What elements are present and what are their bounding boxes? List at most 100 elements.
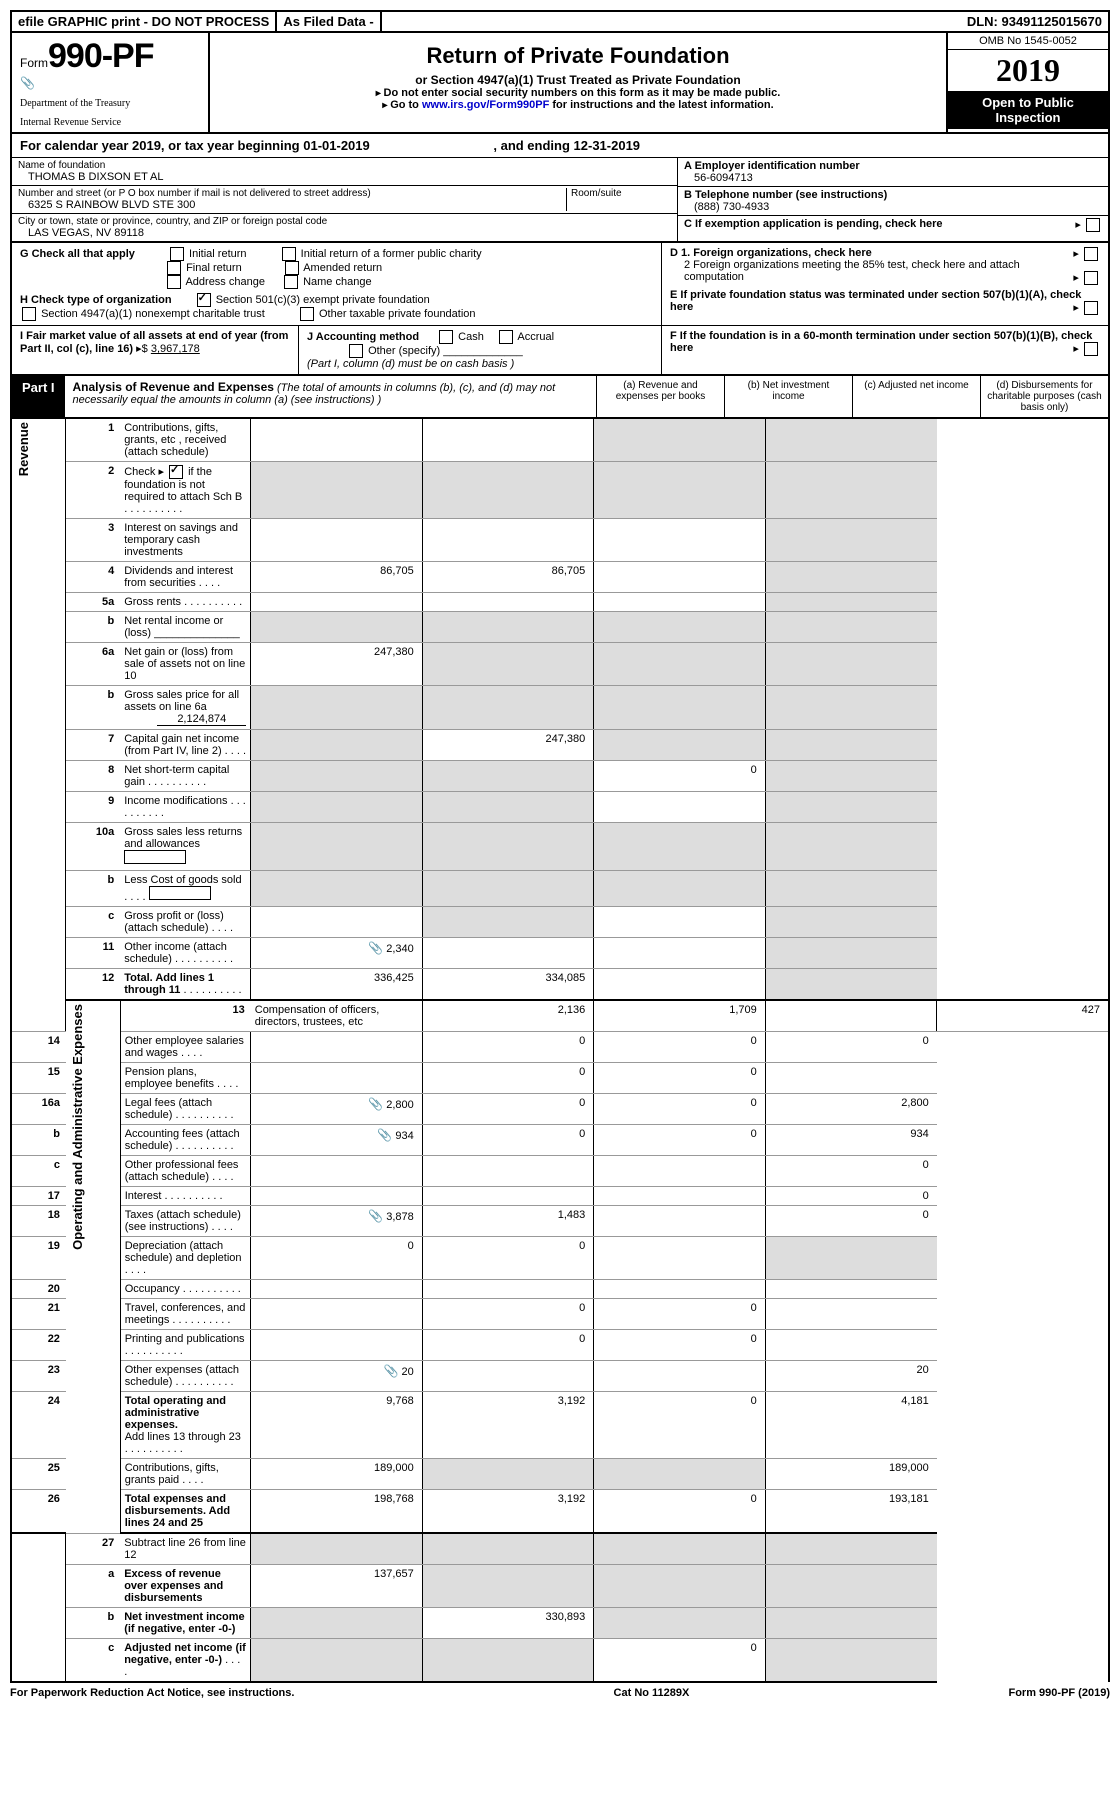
foundation-name: THOMAS B DIXSON ET AL <box>18 171 671 183</box>
exemption-checkbox[interactable] <box>1086 218 1100 232</box>
e-label: E If private foundation status was termi… <box>670 289 1081 313</box>
line23-attach-icon[interactable]: 📎 <box>383 1364 398 1378</box>
irs-link[interactable]: www.irs.gov/Form990PF <box>422 99 549 111</box>
line7-desc: Capital gain net income (from Part IV, l… <box>120 730 251 761</box>
revenue-side-label: Revenue <box>16 422 31 476</box>
line21-desc: Travel, conferences, and meetings <box>120 1299 251 1330</box>
j-note: (Part I, column (d) must be on cash basi… <box>307 358 514 370</box>
line23-desc: Other expenses (attach schedule) <box>120 1361 251 1392</box>
footer-left: For Paperwork Reduction Act Notice, see … <box>10 1687 294 1699</box>
line16a-desc: Legal fees (attach schedule) <box>120 1094 251 1125</box>
instr-goto: Go to www.irs.gov/Form990PF for instruct… <box>216 99 940 111</box>
line26-desc: Total expenses and disbursements. Add li… <box>120 1490 251 1534</box>
line1-desc: Contributions, gifts, grants, etc , rece… <box>120 419 251 462</box>
top-bar: efile GRAPHIC print - DO NOT PROCESS As … <box>10 10 1110 33</box>
city-label: City or town, state or province, country… <box>18 216 671 227</box>
g-label: G Check all that apply <box>20 248 135 260</box>
line27a-desc: Excess of revenue over expenses and disb… <box>120 1565 251 1608</box>
j-label: J Accounting method <box>307 331 419 343</box>
ein-value: 56-6094713 <box>684 172 1102 184</box>
part1-header: Part I Analysis of Revenue and Expenses … <box>10 375 1110 419</box>
line5b-desc: Net rental income or (loss) ____________… <box>120 612 251 643</box>
initial-former-cb[interactable] <box>282 247 296 261</box>
line4-desc: Dividends and interest from securities <box>120 562 251 593</box>
line9-desc: Income modifications <box>120 792 251 823</box>
f-cb[interactable] <box>1084 342 1098 356</box>
room-label: Room/suite <box>571 188 671 199</box>
line10c-desc: Gross profit or (loss) (attach schedule) <box>120 907 251 938</box>
addr-label: Number and street (or P O box number if … <box>18 188 566 199</box>
501c3-cb[interactable] <box>197 293 211 307</box>
amended-cb[interactable] <box>285 261 299 275</box>
efile-notice: efile GRAPHIC print - DO NOT PROCESS <box>12 12 277 31</box>
dept-irs: Internal Revenue Service <box>20 117 200 128</box>
d1-cb[interactable] <box>1084 247 1098 261</box>
phone-value: (888) 730-4933 <box>684 201 1102 213</box>
line6b-desc: Gross sales price for all assets on line… <box>120 686 251 730</box>
line2-desc: Check ▸ if the foundation is not require… <box>120 462 251 519</box>
open-inspection: Open to Public Inspection <box>948 91 1108 129</box>
line27-desc: Subtract line 26 from line 12 <box>120 1533 251 1565</box>
paperclip-icon[interactable]: 📎 <box>20 76 200 90</box>
line6a-desc: Net gain or (loss) from sale of assets n… <box>120 643 251 686</box>
line19-desc: Depreciation (attach schedule) and deple… <box>120 1237 251 1280</box>
line16b-desc: Accounting fees (attach schedule) <box>120 1125 251 1156</box>
initial-return-cb[interactable] <box>170 247 184 261</box>
line11-desc: Other income (attach schedule) <box>120 938 251 969</box>
e-cb[interactable] <box>1084 301 1098 315</box>
final-return-cb[interactable] <box>167 261 181 275</box>
h-label: H Check type of organization <box>20 294 172 306</box>
col-d-head: (d) Disbursements for charitable purpose… <box>981 376 1108 417</box>
other-taxable-cb[interactable] <box>300 307 314 321</box>
street-address: 6325 S RAINBOW BLVD STE 300 <box>18 199 566 211</box>
form-number: Form990-PF <box>20 37 200 76</box>
tax-year: 2019 <box>948 50 1108 91</box>
line25-desc: Contributions, gifts, grants paid <box>120 1459 251 1490</box>
line27c-desc: Adjusted net income (if negative, enter … <box>120 1639 251 1683</box>
line12-desc: Total. Add lines 1 through 11 <box>120 969 251 1001</box>
accrual-cb[interactable] <box>499 330 513 344</box>
line8-desc: Net short-term capital gain <box>120 761 251 792</box>
ein-label: A Employer identification number <box>684 160 1102 172</box>
phone-label: B Telephone number (see instructions) <box>684 189 1102 201</box>
line11-attach-icon[interactable]: 📎 <box>368 941 383 955</box>
f-label: F If the foundation is in a 60-month ter… <box>670 330 1092 354</box>
entity-info: Name of foundation THOMAS B DIXSON ET AL… <box>10 158 1110 243</box>
line22-desc: Printing and publications <box>120 1330 251 1361</box>
d1-label: D 1. Foreign organizations, check here <box>670 247 872 259</box>
form-subtitle: or Section 4947(a)(1) Trust Treated as P… <box>216 73 940 87</box>
line16a-attach-icon[interactable]: 📎 <box>368 1097 383 1111</box>
other-method-cb[interactable] <box>349 344 363 358</box>
fmv-value: 3,967,178 <box>151 343 200 355</box>
form-header: Form990-PF 📎 Department of the Treasury … <box>10 33 1110 134</box>
4947-cb[interactable] <box>22 307 36 321</box>
d2-label: 2 Foreign organizations meeting the 85% … <box>684 259 1020 283</box>
col-c-head: (c) Adjusted net income <box>853 376 981 417</box>
line15-desc: Pension plans, employee benefits <box>120 1063 251 1094</box>
d2-cb[interactable] <box>1084 271 1098 285</box>
exemption-pending-label: C If exemption application is pending, c… <box>684 218 943 230</box>
part1-table: Revenue 1Contributions, gifts, grants, e… <box>10 419 1110 1683</box>
dept-treasury: Department of the Treasury <box>20 98 200 109</box>
line13-desc: Compensation of officers, directors, tru… <box>251 1000 423 1032</box>
footer-mid: Cat No 11289X <box>614 1687 690 1699</box>
schb-cb[interactable] <box>169 465 183 479</box>
dln: DLN: 93491125015670 <box>961 12 1108 31</box>
line10a-desc: Gross sales less returns and allowances <box>120 823 251 871</box>
name-change-cb[interactable] <box>284 275 298 289</box>
line18-attach-icon[interactable]: 📎 <box>368 1209 383 1223</box>
omb-number: OMB No 1545-0052 <box>948 33 1108 50</box>
col-b-head: (b) Net investment income <box>725 376 853 417</box>
expenses-side-label: Operating and Administrative Expenses <box>70 1004 85 1250</box>
address-change-cb[interactable] <box>167 275 181 289</box>
line18-desc: Taxes (attach schedule) (see instruction… <box>120 1206 251 1237</box>
section-g-d: G Check all that apply Initial return In… <box>10 243 1110 326</box>
line17-desc: Interest <box>120 1187 251 1206</box>
section-ijf: I Fair market value of all assets at end… <box>10 326 1110 375</box>
form-title: Return of Private Foundation <box>216 43 940 69</box>
cash-cb[interactable] <box>439 330 453 344</box>
name-label: Name of foundation <box>18 160 671 171</box>
line27b-desc: Net investment income (if negative, ente… <box>120 1608 251 1639</box>
line3-desc: Interest on savings and temporary cash i… <box>120 519 251 562</box>
line16b-attach-icon[interactable]: 📎 <box>377 1128 392 1142</box>
